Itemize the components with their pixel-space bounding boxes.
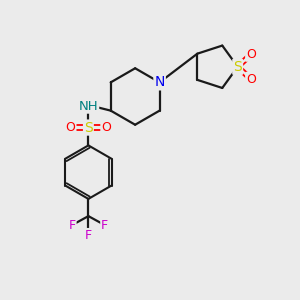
Text: S: S [84, 121, 93, 135]
Text: O: O [246, 48, 256, 61]
Text: F: F [85, 229, 92, 242]
Text: NH: NH [79, 100, 98, 113]
Text: O: O [66, 121, 76, 134]
Text: O: O [101, 121, 111, 134]
Text: S: S [233, 60, 242, 74]
Text: F: F [68, 218, 76, 232]
Text: O: O [246, 73, 256, 86]
Text: N: N [154, 75, 165, 89]
Text: F: F [101, 218, 108, 232]
